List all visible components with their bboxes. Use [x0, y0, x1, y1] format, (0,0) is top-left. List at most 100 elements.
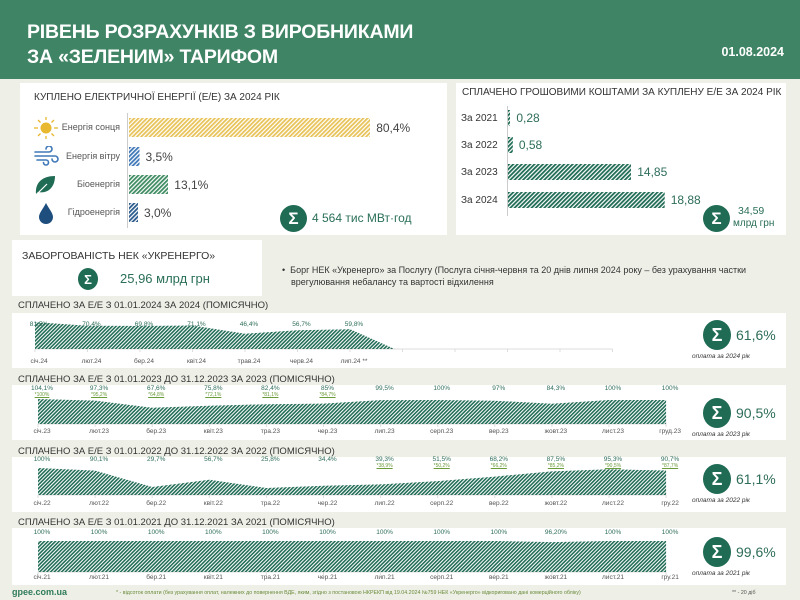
- year-total: 99,6%: [736, 544, 776, 560]
- month-label: груд.23: [659, 428, 681, 435]
- water-drop-icon: [38, 202, 54, 229]
- month-label: вер.23: [488, 428, 509, 435]
- month-label: жовт.23: [544, 428, 568, 435]
- debt-panel: [12, 240, 262, 296]
- paid-value: 0,28: [516, 111, 540, 125]
- year-total: 61,1%: [736, 471, 776, 487]
- chart-panel: [12, 313, 786, 368]
- month-label: серп.23: [430, 428, 454, 435]
- paid-axis: [507, 106, 508, 216]
- data-label: 100%: [604, 529, 622, 536]
- sigma-icon: Σ: [280, 205, 307, 232]
- paid-bar: [508, 137, 513, 153]
- month-label: лист.22: [602, 500, 624, 507]
- data-label: 97,3%: [89, 385, 109, 392]
- energy-bar: [129, 118, 371, 137]
- data-label: 100%: [433, 529, 450, 536]
- data-label: 90,7%: [660, 456, 680, 463]
- energy-value: 3,0%: [144, 206, 172, 220]
- energy-title: КУПЛЕНО ЕЛЕКТРИЧНОЇ ЕНЕРГІЇ (Е/Е) ЗА 202…: [34, 92, 280, 103]
- month-label: жовт.21: [544, 574, 568, 581]
- data-label: 100%: [262, 529, 279, 536]
- month-label: лист.23: [602, 428, 624, 435]
- year-total-caption: оплата за 2024 рік: [692, 353, 750, 360]
- site-link[interactable]: gpee.com.ua: [12, 587, 68, 597]
- month-label: чер.21: [317, 574, 338, 581]
- data-sublabel: *95,2%: [91, 392, 108, 398]
- data-label: 87,5%: [546, 456, 566, 463]
- year-total-caption: оплата за 2023 рік: [692, 431, 750, 438]
- data-label: 96,20%: [544, 529, 567, 536]
- data-label: 97%: [492, 385, 506, 392]
- year-total: 61,6%: [736, 327, 776, 343]
- year-label: За 2023: [461, 167, 498, 178]
- data-label: 100%: [33, 456, 51, 463]
- year-total-caption: оплата за 2022 рік: [692, 497, 750, 504]
- data-label: 100%: [90, 529, 108, 536]
- data-label: 71,1%: [187, 321, 206, 328]
- month-label: лип.23: [374, 428, 395, 435]
- data-label: 46,4%: [239, 321, 259, 328]
- data-label: 56,7%: [204, 456, 223, 463]
- chart-title: СПЛАЧЕНО ЗА Е/Е З 01.01.2023 ДО 31.12.20…: [18, 374, 335, 385]
- data-sublabel: *100%: [34, 392, 50, 398]
- paid-bar: [508, 192, 665, 208]
- month-label: серп.21: [430, 574, 454, 581]
- data-label: 56,7%: [292, 321, 311, 328]
- year-label: За 2022: [461, 140, 498, 151]
- paid-bar: [508, 110, 511, 126]
- energy-total: 4 564 тис МВт·год: [312, 211, 412, 225]
- data-label: 100%: [433, 385, 450, 392]
- month-label: чер.22: [317, 500, 338, 507]
- footnote-2: ** - 20 діб: [732, 590, 756, 596]
- data-label: 51,5%: [432, 456, 451, 463]
- month-label: квіт.24: [186, 358, 207, 365]
- data-sublabel: *85,2%: [547, 463, 564, 469]
- energy-label: Енергія вітру: [66, 151, 120, 161]
- energy-panel: [20, 83, 447, 235]
- month-label: жовт.22: [544, 500, 568, 507]
- chart-title: СПЛАЧЕНО ЗА Е/Е З 01.01.2022 ДО 31.12.20…: [18, 446, 335, 457]
- data-label: 34,4%: [318, 456, 337, 463]
- debt-value: 25,96 млрд грн: [120, 271, 210, 286]
- data-label: 75,8%: [204, 385, 223, 392]
- month-label: черв.24: [289, 358, 314, 365]
- paid-total-value: 34,59: [738, 205, 765, 217]
- sun-icon: [33, 117, 59, 144]
- energy-value: 3,5%: [145, 150, 173, 164]
- month-label: вер.22: [488, 500, 509, 507]
- energy-value: 13,1%: [174, 178, 209, 192]
- title-line-2: ЗА «ЗЕЛЕНИМ» ТАРИФОМ: [27, 46, 278, 68]
- month-label: тра.21: [260, 574, 281, 581]
- data-label: 100%: [319, 529, 336, 536]
- month-label: лип.21: [374, 574, 395, 581]
- energy-bar: [129, 203, 138, 222]
- data-sublabel: *72,1%: [205, 392, 222, 398]
- energy-bar: [129, 147, 140, 166]
- data-label: 84,3%: [546, 385, 566, 392]
- data-label: 100%: [147, 529, 165, 536]
- data-sublabel: *64,8%: [148, 392, 165, 398]
- month-label: бер.24: [134, 358, 154, 365]
- chart-title: СПЛАЧЕНО ЗА Е/Е З 01.01.2024 ЗА 2024 (ПО…: [18, 300, 269, 311]
- data-sublabel: *50,2%: [433, 463, 450, 469]
- data-label: 100%: [661, 385, 679, 392]
- paid-value: 0,58: [518, 138, 543, 152]
- month-label: січ.24: [30, 358, 48, 365]
- data-label: 100%: [376, 529, 393, 536]
- paid-panel: [456, 83, 786, 235]
- data-label: 99,5%: [375, 385, 394, 392]
- year-total: 90,5%: [736, 405, 776, 421]
- month-label: лют.23: [89, 428, 110, 435]
- data-label: 95,3%: [603, 456, 623, 463]
- paid-total-unit: млрд грн: [733, 218, 775, 229]
- month-label: квіт.21: [203, 574, 223, 581]
- month-label: січ.23: [33, 428, 51, 435]
- paid-value: 18,88: [670, 193, 701, 207]
- data-label: 100%: [490, 529, 508, 536]
- debt-title: ЗАБОРГОВАНІСТЬ НЕК «УКРЕНЕРГО»: [22, 250, 216, 262]
- month-label: лют.22: [89, 500, 110, 507]
- bullet: •: [282, 265, 291, 275]
- energy-label: Енергія сонця: [61, 122, 120, 132]
- month-label: лист.21: [602, 574, 624, 581]
